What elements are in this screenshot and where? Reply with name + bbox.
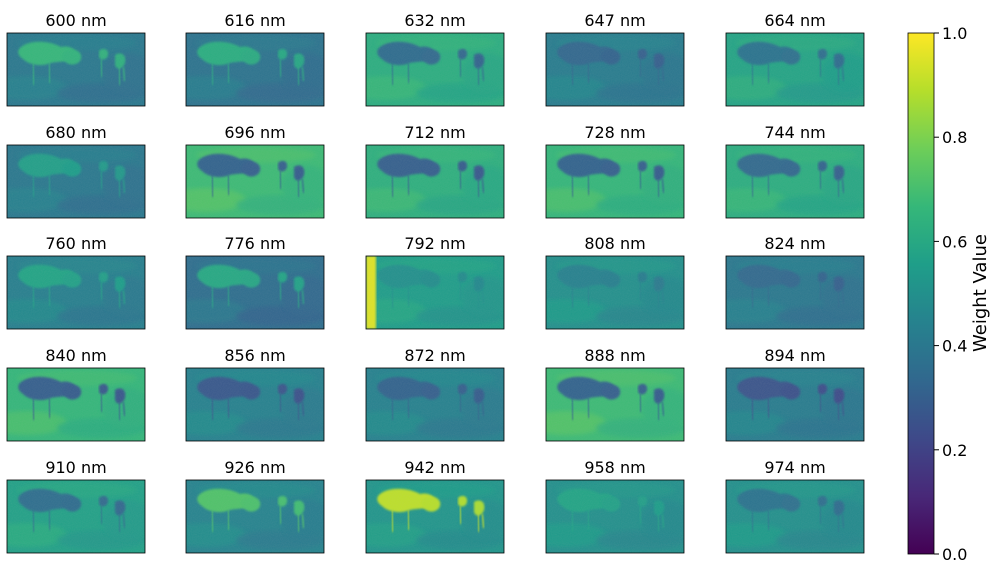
panel-title: 760 nm [45,234,106,253]
panel-647-nm: 647 nm [545,11,685,107]
panel-792-nm: 792 nm [365,234,505,330]
colorbar-tick-label: 0.2 [942,441,967,460]
panel-title: 824 nm [764,234,825,253]
panel-632-nm: 632 nm [365,11,505,107]
panel-974-nm: 974 nm [725,458,865,554]
panel-776-nm: 776 nm [185,234,325,330]
panel-title: 926 nm [224,458,285,477]
panel-696-nm: 696 nm [185,123,325,219]
panel-824-nm: 824 nm [725,234,865,330]
panel-958-nm: 958 nm [545,458,685,554]
colorbar-label: Weight Value [970,234,991,352]
colorbar: 0.0 0.2 0.4 0.6 0.8 1.0 Weight Value [907,24,991,564]
panel-title: 647 nm [584,11,645,30]
panel-title: 680 nm [45,123,106,142]
panel-title: 958 nm [584,458,645,477]
panel-grid: 600 nm 616 nm 632 nm 647 nm 664 nm 680 nm 696 … [6,11,865,554]
panel-title: 910 nm [45,458,106,477]
panel-872-nm: 872 nm [365,346,505,442]
panel-title: 664 nm [764,11,825,30]
panel-title: 888 nm [584,346,645,365]
colorbar-tick-label: 0.4 [942,337,967,356]
panel-title: 974 nm [764,458,825,477]
panel-title: 600 nm [45,11,106,30]
panel-title: 792 nm [404,234,465,253]
panel-728-nm: 728 nm [545,123,685,219]
panel-744-nm: 744 nm [725,123,865,219]
panel-616-nm: 616 nm [185,11,325,107]
panel-title: 808 nm [584,234,645,253]
panel-840-nm: 840 nm [6,346,146,442]
panel-664-nm: 664 nm [725,11,865,107]
panel-712-nm: 712 nm [365,123,505,219]
panel-title: 632 nm [404,11,465,30]
colorbar-tick-label: 1.0 [942,24,967,43]
panel-808-nm: 808 nm [545,234,685,330]
colorbar-tick-label: 0.8 [942,128,967,147]
panel-600-nm: 600 nm [6,11,146,107]
panel-title: 894 nm [764,346,825,365]
panel-title: 840 nm [45,346,106,365]
panel-926-nm: 926 nm [185,458,325,554]
panel-856-nm: 856 nm [185,346,325,442]
panel-title: 696 nm [224,123,285,142]
panel-title: 942 nm [404,458,465,477]
panel-680-nm: 680 nm [6,123,146,219]
panel-title: 616 nm [224,11,285,30]
panel-910-nm: 910 nm [6,458,146,554]
panel-title: 712 nm [404,123,465,142]
panel-760-nm: 760 nm [6,234,146,330]
panel-title: 856 nm [224,346,285,365]
colorbar-tick-label: 0.6 [942,232,967,251]
panel-title: 728 nm [584,123,645,142]
colorbar-tick-label: 0.0 [942,545,967,564]
panel-894-nm: 894 nm [725,346,865,442]
panel-title: 776 nm [224,234,285,253]
colorbar-gradient [907,32,935,555]
panel-title: 744 nm [764,123,825,142]
panel-942-nm: 942 nm [365,458,505,554]
panel-888-nm: 888 nm [545,346,685,442]
panel-title: 872 nm [404,346,465,365]
